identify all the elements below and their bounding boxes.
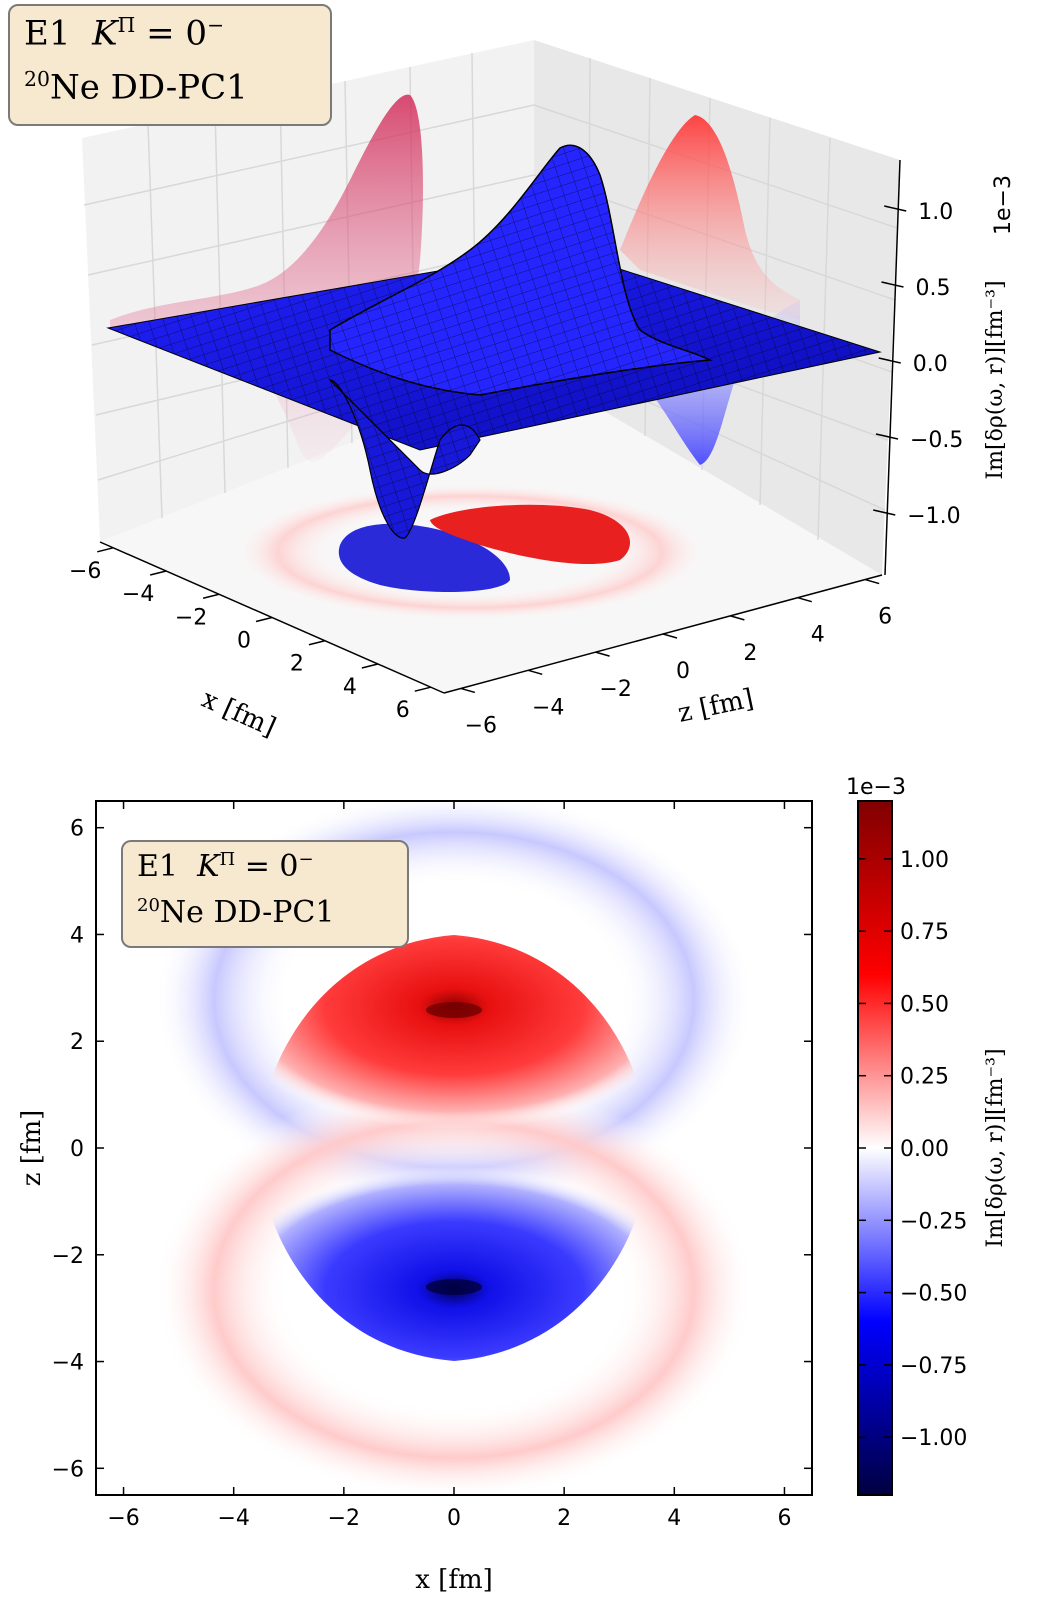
floor-pos-lobe bbox=[430, 504, 630, 565]
z-axis-label-3d: z [fm] bbox=[675, 684, 756, 729]
heatmap-x-tick-label: 0 bbox=[447, 1506, 461, 1531]
z3d-tick-mark bbox=[460, 687, 476, 694]
annotation-line2: 20Ne DD-PC1 bbox=[24, 67, 248, 108]
heatmap-negative-core bbox=[426, 1279, 482, 1295]
surface-peak-mesh bbox=[330, 145, 710, 395]
x-axis-label-3d: x [fm] bbox=[197, 684, 280, 743]
colorbar-tick-label: 1.00 bbox=[900, 848, 949, 873]
v3d-tick-mark bbox=[881, 281, 904, 288]
z3d-tick-label: 2 bbox=[743, 641, 757, 666]
value-axis-line bbox=[884, 159, 901, 576]
value-axis-offset-3d: 1e−3 bbox=[991, 175, 1016, 235]
heatmap-y-ticks: 6 4 2 0 −2 −4 −6 bbox=[52, 817, 812, 1482]
x3d-tick-label: 0 bbox=[237, 629, 251, 654]
colorbar-tick-label: 0.50 bbox=[900, 992, 949, 1017]
colorbar-label: Im[δρ(ω, r)][fm⁻³] bbox=[983, 1048, 1008, 1247]
z3d-tick-label: −6 bbox=[465, 713, 497, 738]
colorbar-tick-label: −0.75 bbox=[900, 1354, 967, 1379]
value-axis-ticks-3d: 1.0 0.5 0.0 −0.5 −1.0 bbox=[873, 200, 963, 529]
heatmap-y-tick-label: 4 bbox=[70, 923, 84, 948]
z3d-tick-label: 6 bbox=[878, 605, 892, 630]
colorbar-tick-label: 0.75 bbox=[900, 920, 949, 945]
v3d-tick-label: 0.5 bbox=[915, 276, 950, 301]
z3d-tick-mark bbox=[864, 578, 880, 585]
floor-neg-lobe bbox=[338, 523, 510, 592]
annotation-box-top: E1 KΠ = 0− 20Ne DD-PC1 bbox=[8, 4, 332, 126]
x3d-tick-label: −6 bbox=[69, 559, 101, 584]
heatmap-y-tick-label: −2 bbox=[52, 1244, 84, 1269]
projection-right-wall-pos bbox=[620, 115, 800, 320]
colorbar-tick-label: −1.00 bbox=[900, 1426, 967, 1451]
heatmap-x-tick-label: 4 bbox=[667, 1506, 681, 1531]
z3d-tick-mark bbox=[595, 651, 610, 657]
v3d-tick-label: 0.0 bbox=[913, 352, 948, 377]
z3d-tick-mark bbox=[797, 596, 812, 603]
floor-projection bbox=[230, 482, 710, 622]
heatmap-y-tick-label: 2 bbox=[70, 1030, 84, 1055]
x3d-tick-mark bbox=[308, 640, 326, 646]
surface-trough-mesh bbox=[330, 380, 480, 539]
x3d-tick-mark bbox=[414, 686, 431, 692]
v3d-tick-mark bbox=[875, 433, 899, 440]
annotation-line1: E1 KΠ = 0− bbox=[24, 13, 225, 54]
z3d-tick-mark bbox=[528, 669, 543, 676]
v3d-tick-label: 1.0 bbox=[918, 200, 953, 225]
annotation-line1: E1 KΠ = 0− bbox=[137, 849, 314, 884]
x-axis-ticks-3d: −6 −4 −2 0 2 4 6 bbox=[69, 547, 431, 723]
heatmap-x-ticks: −6 −4 −2 0 2 4 6 bbox=[107, 801, 791, 1531]
heatmap-positive-lobe bbox=[258, 935, 650, 1140]
z3d-tick-label: −4 bbox=[532, 695, 564, 720]
annotation-box-bottom: E1 KΠ = 0− 20Ne DD-PC1 bbox=[121, 840, 409, 948]
z3d-tick-label: 0 bbox=[676, 659, 690, 684]
value-axis-label-3d: Im[δρ(ω, r)][fm⁻³] bbox=[983, 280, 1008, 479]
v3d-tick-mark bbox=[873, 509, 896, 516]
z-axis-ticks-3d: −6 −4 −2 0 2 4 6 bbox=[460, 578, 892, 738]
colorbar-tick-label: −0.25 bbox=[900, 1209, 967, 1234]
colorbar-offset: 1e−3 bbox=[846, 775, 906, 800]
colorbar-tick-label: 0.25 bbox=[900, 1065, 949, 1090]
x3d-tick-label: 4 bbox=[343, 675, 357, 700]
heatmap-y-tick-label: 0 bbox=[70, 1137, 84, 1162]
x3d-tick-mark bbox=[202, 593, 220, 599]
heatmap-x-tick-label: 2 bbox=[557, 1506, 571, 1531]
z3d-tick-label: 4 bbox=[811, 623, 825, 648]
x3d-tick-label: −2 bbox=[175, 605, 207, 630]
colorbar-ticks: 1.00 0.75 0.50 0.25 0.00 −0.25 −0.50 −0.75 −1.00 bbox=[858, 848, 967, 1451]
surface bbox=[106, 144, 882, 539]
x3d-tick-label: 6 bbox=[396, 698, 410, 723]
heatmap-y-tick-label: 6 bbox=[70, 817, 84, 842]
heatmap-x-label: x [fm] bbox=[415, 1565, 493, 1595]
heatmap-y-tick-label: −4 bbox=[52, 1351, 84, 1376]
v3d-tick-label: −0.5 bbox=[910, 428, 963, 453]
x3d-tick-mark bbox=[255, 616, 273, 623]
heatmap-y-label: z [fm] bbox=[17, 1110, 47, 1187]
x3d-tick-mark bbox=[361, 663, 379, 669]
z3d-tick-mark bbox=[730, 615, 745, 621]
v3d-tick-mark bbox=[878, 357, 901, 364]
x3d-tick-mark bbox=[149, 570, 167, 576]
z3d-tick-mark bbox=[662, 633, 678, 639]
annotation-line2: 20Ne DD-PC1 bbox=[137, 895, 335, 930]
heatmap-x-tick-label: −6 bbox=[107, 1506, 139, 1531]
colorbar-tick-label: 0.00 bbox=[900, 1137, 949, 1162]
heatmap-x-tick-label: −2 bbox=[328, 1506, 360, 1531]
colorbar-tick-label: −0.50 bbox=[900, 1282, 967, 1307]
heatmap-x-tick-label: −4 bbox=[217, 1506, 249, 1531]
x3d-tick-label: −4 bbox=[122, 582, 154, 607]
heatmap-negative-lobe bbox=[258, 1156, 650, 1361]
x3d-tick-mark bbox=[97, 547, 114, 553]
v3d-tick-label: −1.0 bbox=[907, 504, 960, 529]
x3d-tick-label: 2 bbox=[290, 652, 304, 677]
v3d-tick-mark bbox=[884, 205, 907, 212]
heatmap-y-tick-label: −6 bbox=[52, 1457, 84, 1482]
heatmap-x-tick-label: 6 bbox=[777, 1506, 791, 1531]
heatmap-positive-core bbox=[426, 1002, 482, 1018]
z3d-tick-label: −2 bbox=[599, 677, 631, 702]
